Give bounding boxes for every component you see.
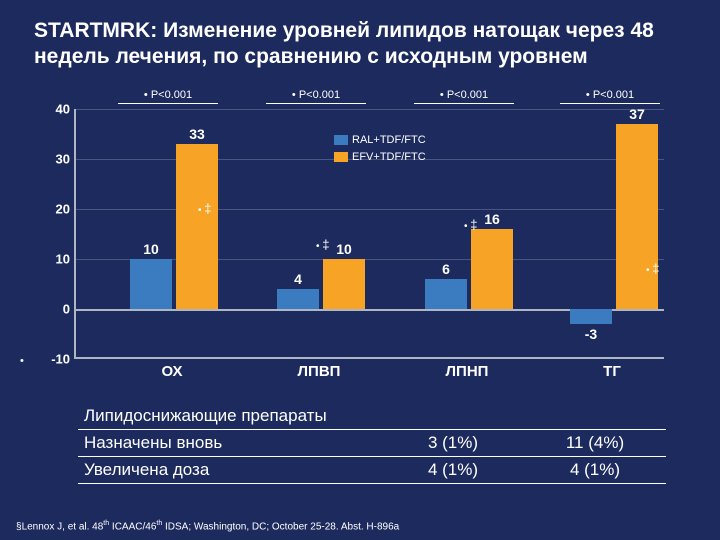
legend-label: EFV+TDF/FTC (352, 150, 426, 165)
bar (471, 229, 513, 309)
pvalue-3: P<0.001 (414, 89, 514, 104)
double-dagger-mark: ‡ (646, 261, 660, 276)
legend-item: EFV+TDF/FTC (334, 150, 426, 165)
slide-root: STARTMRK: Изменение уровней липидов нато… (0, 0, 720, 540)
bar (323, 259, 365, 309)
table-header: Липидоснижающие препараты (78, 403, 666, 430)
pvalue-4-text: P<0.001 (593, 89, 634, 101)
footnote: §Lennox J, et al. 48th ICAAC/46th IDSA; … (16, 520, 399, 532)
y-tick: 10 (40, 251, 70, 266)
pvalue-2-text: P<0.001 (299, 89, 340, 101)
lipid-therapy-table: Липидоснижающие препараты Назначены внов… (78, 403, 666, 484)
footnote-b: ICAAC/46 (109, 521, 156, 532)
row1-col2: 11 (4%) (524, 429, 666, 456)
y-tick: -10 (40, 351, 70, 366)
legend: RAL+TDF/FTC EFV+TDF/FTC (334, 133, 426, 167)
pvalue-row: P<0.001 P<0.001 P<0.001 P<0.001 (84, 89, 664, 109)
slide-title: STARTMRK: Изменение уровней липидов нато… (34, 18, 686, 71)
lipid-chart: -10010203040 1033410616-337‡‡‡‡ RAL+TDF/… (74, 109, 664, 359)
y-tick: 40 (40, 101, 70, 116)
x-axis: ОХЛПВПЛПНПТГ (74, 359, 664, 383)
bar (176, 144, 218, 309)
pvalue-4: P<0.001 (560, 89, 660, 104)
row2-col1: 4 (1%) (382, 456, 524, 483)
double-dagger-mark: ‡ (464, 217, 478, 232)
x-category-label: ТГ (552, 363, 672, 380)
legend-swatch (334, 135, 348, 145)
bar-value-label: 4 (277, 271, 319, 287)
table-row: Увеличена доза 4 (1%) 4 (1%) (78, 456, 666, 483)
x-category-label: ЛПВП (259, 363, 379, 380)
y-axis: -10010203040 (40, 109, 70, 359)
bar (130, 259, 172, 309)
pvalue-1: P<0.001 (118, 89, 218, 104)
row1-label: Назначены вновь (78, 429, 382, 456)
double-dagger-mark: ‡ (316, 237, 330, 252)
footnote-c: IDSA; Washington, DC; October 25-28. Abs… (162, 521, 399, 532)
footnote-a: Lennox J, et al. 48 (22, 521, 104, 532)
bar (425, 279, 467, 309)
pvalue-1-text: P<0.001 (151, 89, 192, 101)
pvalue-3-text: P<0.001 (447, 89, 488, 101)
bar-value-label: 10 (130, 241, 172, 257)
bar-value-label: -3 (570, 326, 612, 342)
bar-value-label: 37 (616, 106, 658, 122)
x-category-label: ОХ (112, 363, 232, 380)
y-tick: 20 (40, 201, 70, 216)
legend-label: RAL+TDF/FTC (352, 133, 426, 148)
y-tick: 30 (40, 151, 70, 166)
bar (277, 289, 319, 309)
bar-value-label: 6 (425, 261, 467, 277)
side-bullet: • (20, 355, 24, 367)
row2-label: Увеличена доза (78, 456, 382, 483)
pvalue-2: P<0.001 (266, 89, 366, 104)
bar (616, 124, 658, 309)
table-row: Назначены вновь 3 (1%) 11 (4%) (78, 429, 666, 456)
legend-swatch (334, 152, 348, 162)
grid-line (76, 109, 664, 110)
row1-col1: 3 (1%) (382, 429, 524, 456)
row2-col2: 4 (1%) (524, 456, 666, 483)
grid-line (76, 209, 664, 210)
x-category-label: ЛПНП (407, 363, 527, 380)
bar (570, 309, 612, 324)
legend-item: RAL+TDF/FTC (334, 133, 426, 148)
double-dagger-mark: ‡ (198, 201, 212, 216)
y-tick: 0 (40, 301, 70, 316)
bar-value-label: 33 (176, 126, 218, 142)
